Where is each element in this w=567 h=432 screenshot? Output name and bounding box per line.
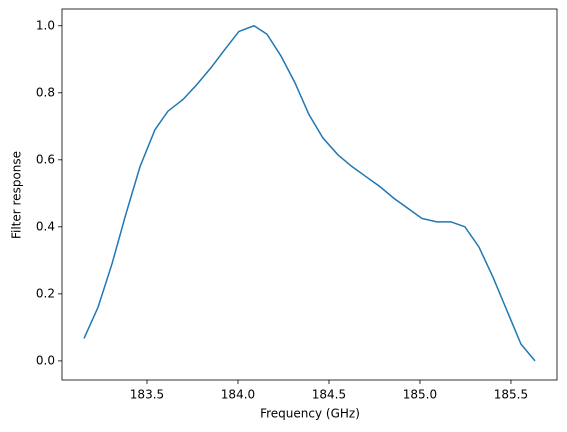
y-tick-label: 0.2 [36, 286, 55, 300]
y-tick-label: 0.6 [36, 152, 55, 166]
x-tick-label: 185.0 [403, 388, 437, 402]
y-tick-label: 0.4 [36, 219, 55, 233]
y-tick-label: 0.0 [36, 353, 55, 367]
y-tick-label: 0.8 [36, 85, 55, 99]
x-tick-label: 184.0 [221, 388, 255, 402]
plot-frame [61, 8, 558, 381]
x-tick-label: 184.5 [312, 388, 346, 402]
x-tick-label: 185.5 [494, 388, 528, 402]
y-axis-label: Filter response [10, 151, 24, 239]
y-tick-label: 1.0 [36, 18, 55, 32]
x-tick-label: 183.5 [130, 388, 164, 402]
x-axis-label: Frequency (GHz) [260, 407, 360, 421]
data-line [83, 24, 536, 362]
